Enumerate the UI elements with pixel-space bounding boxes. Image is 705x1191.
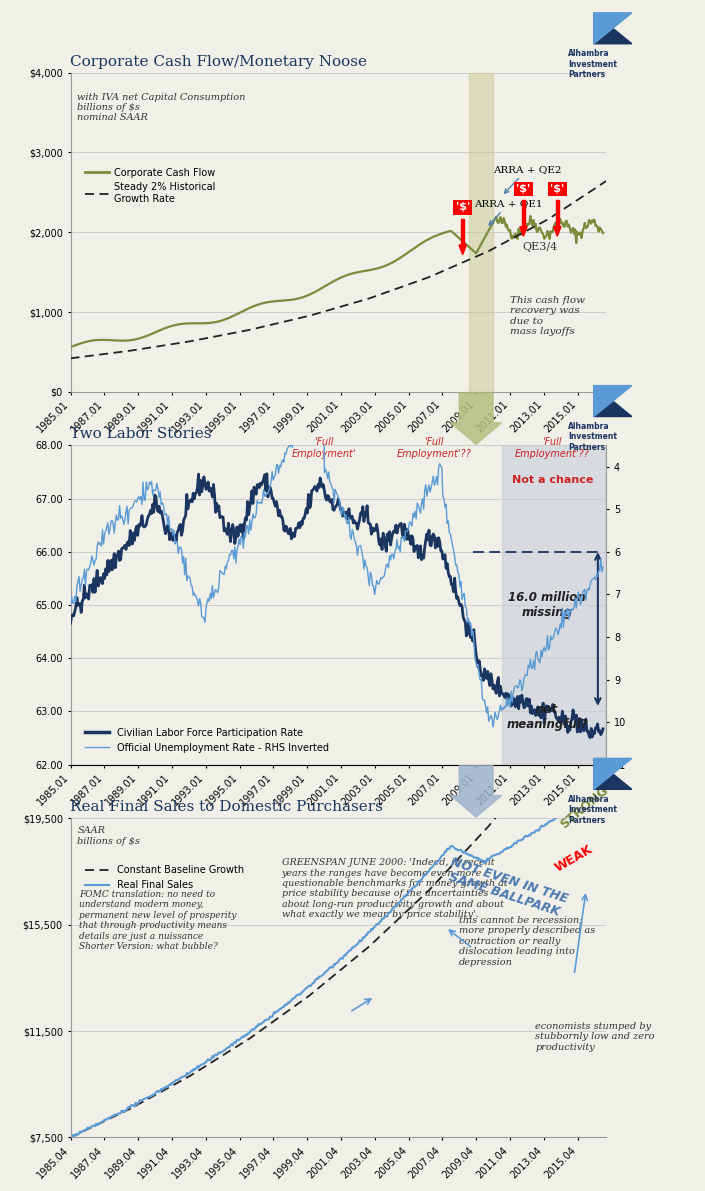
Text: this cannot be recession;
more properly described as
contraction or really
dislo: this cannot be recession; more properly … (459, 916, 596, 967)
Text: Alhambra
Investment
Partners: Alhambra Investment Partners (568, 49, 617, 79)
Polygon shape (594, 759, 632, 790)
Text: FOMC translation: no need to
understand modern money,
permanent new level of pro: FOMC translation: no need to understand … (79, 890, 236, 952)
Polygon shape (459, 245, 466, 255)
Text: Real Final Sales to Domestic Purchasers: Real Final Sales to Domestic Purchasers (70, 800, 384, 815)
Bar (501, 445, 605, 765)
Text: This cash flow
recovery was
due to
mass layoffs: This cash flow recovery was due to mass … (510, 297, 585, 336)
Text: NOT EVEN IN THE
SAME BALLPARK: NOT EVEN IN THE SAME BALLPARK (444, 855, 569, 919)
Polygon shape (553, 226, 561, 236)
Polygon shape (594, 386, 632, 417)
Text: STRONG: STRONG (557, 784, 611, 831)
Text: ARRA + QE1: ARRA + QE1 (474, 199, 543, 225)
Text: ARRA + QE2: ARRA + QE2 (493, 164, 562, 193)
Text: 'Full
Employment'??: 'Full Employment'?? (396, 437, 471, 459)
Text: '$': '$' (550, 183, 565, 194)
Legend: Civilian Labor Force Participation Rate, Official Unemployment Rate - RHS Invert: Civilian Labor Force Participation Rate,… (80, 724, 333, 756)
Text: WEAK: WEAK (552, 842, 594, 874)
Text: Not a chance: Not a chance (512, 475, 593, 485)
Text: economists stumped by
stubbornly low and zero
productivity: economists stumped by stubbornly low and… (535, 1022, 655, 1052)
Polygon shape (461, 219, 464, 245)
Text: '$': '$' (516, 183, 531, 194)
Legend: Corporate Cash Flow, Steady 2% Historical
Growth Rate: Corporate Cash Flow, Steady 2% Historica… (80, 163, 219, 208)
Legend: Constant Baseline Growth, Real Final Sales: Constant Baseline Growth, Real Final Sal… (80, 861, 247, 894)
Text: 'Full
Employment': 'Full Employment' (292, 437, 356, 459)
Text: Alhambra
Investment
Partners: Alhambra Investment Partners (568, 422, 617, 451)
Text: 16.0 million
missing: 16.0 million missing (508, 591, 586, 619)
Polygon shape (594, 13, 632, 44)
Polygon shape (556, 200, 559, 226)
Text: GREENSPAN JUNE 2000: 'Indeed, in recent
years the ranges have become even more
q: GREENSPAN JUNE 2000: 'Indeed, in recent … (282, 858, 508, 919)
Polygon shape (520, 226, 527, 236)
Text: Two Labor Stories: Two Labor Stories (70, 428, 212, 442)
Text: '$': '$' (455, 202, 470, 212)
Polygon shape (594, 386, 632, 417)
Polygon shape (594, 13, 632, 44)
Text: not
meaningful?: not meaningful? (506, 703, 588, 731)
Text: with IVA net Capital Consumption
billions of $s
nominal SAAR: with IVA net Capital Consumption billion… (78, 93, 245, 123)
Text: QE3/4: QE3/4 (522, 242, 558, 251)
Bar (470, 73, 493, 392)
Text: Alhambra
Investment
Partners: Alhambra Investment Partners (568, 794, 617, 824)
Text: 'Full
Employment'??: 'Full Employment'?? (515, 437, 589, 459)
Polygon shape (522, 200, 525, 226)
Polygon shape (594, 759, 632, 790)
Text: Corporate Cash Flow/Monetary Noose: Corporate Cash Flow/Monetary Noose (70, 55, 367, 69)
Text: SAAR
billions of $s: SAAR billions of $s (78, 827, 140, 846)
